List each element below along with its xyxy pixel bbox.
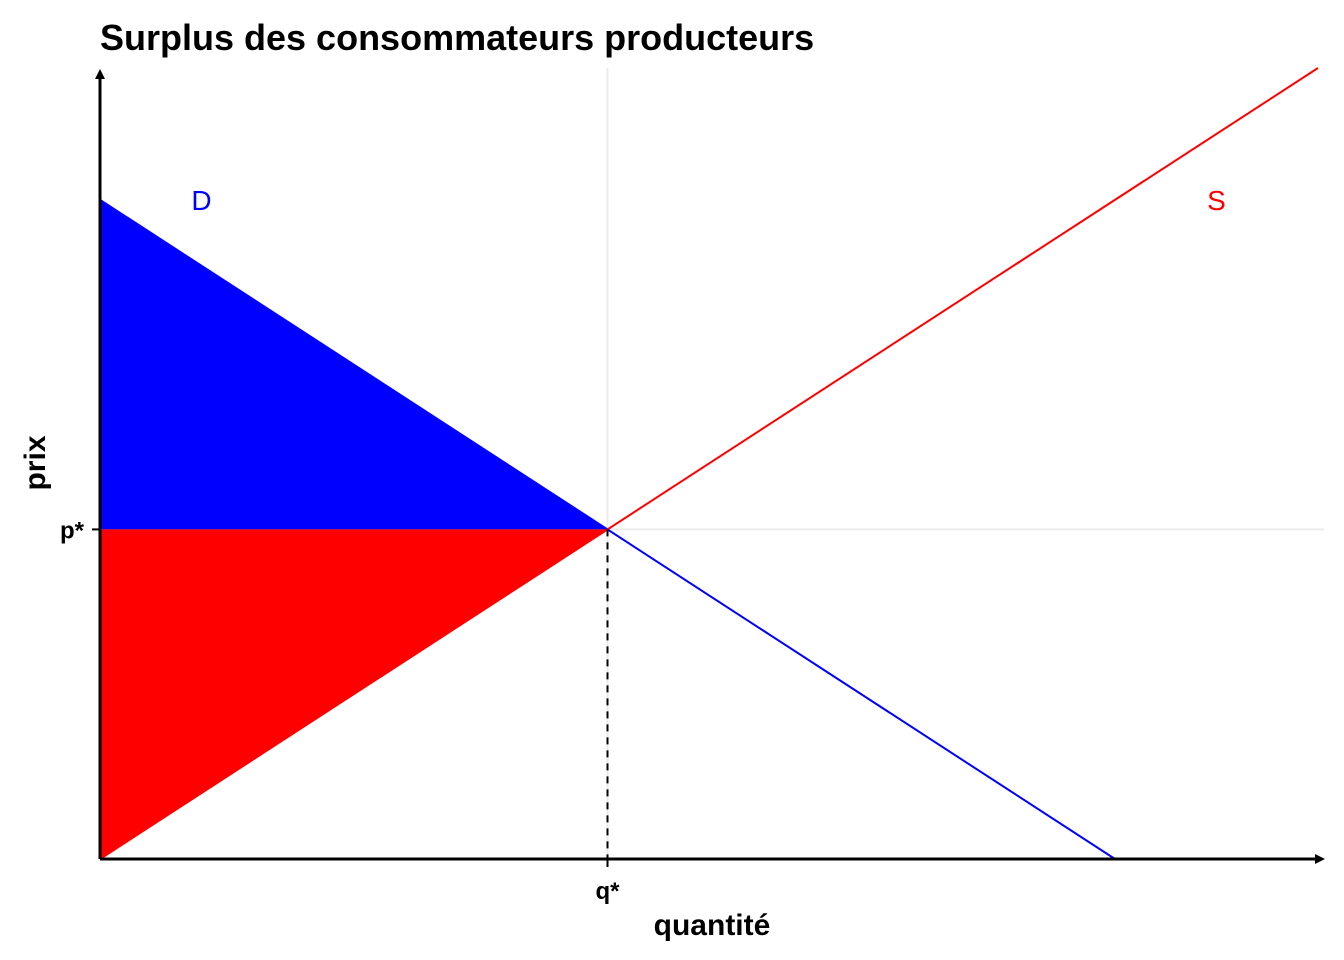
tick-layer: q* p* — [60, 517, 620, 905]
supply-curve — [99, 67, 1319, 860]
y-axis-label: prix — [19, 435, 52, 490]
x-tick-label: q* — [596, 878, 621, 905]
demand-label: D — [191, 185, 211, 216]
area-layer — [100, 199, 608, 859]
x-axis-label: quantité — [654, 909, 771, 942]
supply-label: S — [1207, 185, 1226, 216]
chart-title: Surplus des consommateurs producteurs — [100, 17, 814, 58]
y-tick-label: p* — [60, 517, 85, 544]
